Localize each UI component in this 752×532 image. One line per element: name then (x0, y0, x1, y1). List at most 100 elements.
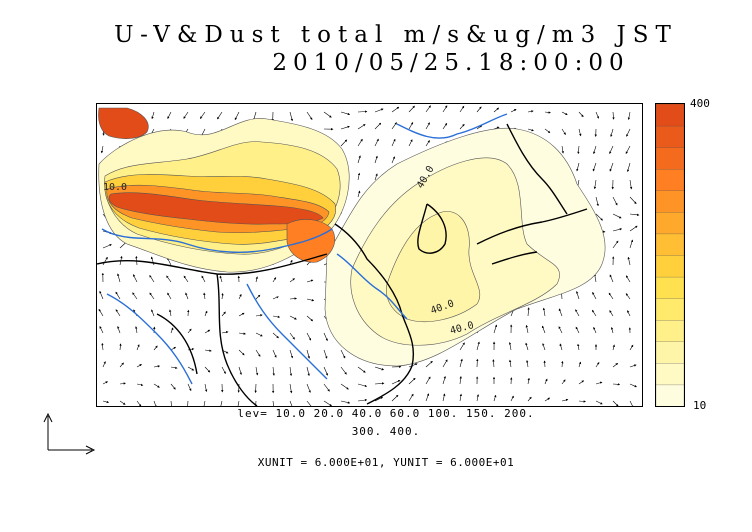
colorbar-swatch (655, 297, 685, 321)
colorbar-swatch (655, 146, 685, 170)
wind-vector-arrow (476, 106, 482, 113)
wind-vector-arrow (357, 190, 361, 198)
wind-vector-arrow (115, 291, 121, 300)
wind-vector-arrow (593, 179, 597, 190)
wind-vector-arrow (610, 326, 614, 334)
wind-vector-arrow (561, 145, 565, 154)
wind-vector-arrow (135, 326, 138, 334)
wind-vector-arrow (578, 111, 584, 118)
wind-vector-arrow (136, 364, 142, 368)
wind-vector-arrow (592, 309, 597, 317)
wind-vector-arrow (340, 400, 351, 404)
wind-vector-arrow (187, 366, 195, 371)
wind-vector-arrow (306, 279, 314, 283)
wind-vector-arrow (625, 293, 631, 300)
wind-vector-arrow (119, 400, 126, 405)
wind-vector-arrow (151, 309, 155, 317)
wind-vector-arrow (187, 400, 189, 406)
wind-vector-arrow (220, 400, 223, 406)
wind-vector-arrow (289, 366, 293, 377)
wind-vector-arrow (238, 293, 242, 300)
wind-vector-arrow (544, 128, 551, 134)
colorbar-swatch (655, 211, 685, 235)
colorbar-swatch (655, 254, 685, 278)
wind-vector-arrow (98, 308, 104, 317)
wind-vector-arrow (272, 400, 274, 406)
wind-vector-arrow (595, 196, 599, 207)
wind-vector-arrow (592, 291, 597, 300)
wind-vector-arrow (595, 111, 599, 119)
wind-vector-arrow (170, 346, 177, 351)
japan-islands (476, 123, 588, 265)
coastline-layer (97, 123, 588, 406)
wind-vector-arrow (459, 105, 465, 113)
wind-vector-arrow (609, 162, 614, 172)
wind-vector-arrow (136, 344, 140, 351)
wind-vector-arrow (306, 298, 315, 302)
wind-vector-arrow (238, 349, 245, 356)
wind-vector-arrow (149, 274, 155, 283)
plot-datetime: 2010/05/25.18:00:00 (272, 50, 630, 76)
wind-vector-arrow (391, 106, 400, 113)
wind-vector-arrow (255, 366, 259, 376)
wind-vector-arrow (629, 213, 640, 217)
wind-vector-arrow (149, 292, 155, 300)
wind-vector-arrow (612, 111, 615, 120)
wind-vector-arrow (608, 292, 614, 300)
wind-vector-arrow (153, 345, 158, 351)
wind-vector-arrow (272, 315, 281, 318)
wind-vector-arrow (204, 310, 208, 317)
wind-vector-arrow (255, 294, 261, 300)
wind-vector-arrow (170, 366, 178, 369)
wind-vector-arrow (629, 344, 634, 351)
wind-vector-arrow (408, 121, 414, 130)
wind-vector-arrow (374, 138, 379, 147)
wind-vector-arrow (459, 393, 463, 402)
wind-vector-arrow (629, 364, 637, 368)
wind-vector-arrow (525, 324, 529, 334)
wind-vector-arrow (221, 311, 226, 317)
colorbar (655, 103, 685, 407)
wind-vector-arrow (136, 383, 144, 387)
wind-vector-arrow (544, 397, 551, 402)
wind-vector-arrow (627, 256, 631, 266)
wind-vector-arrow (374, 366, 385, 371)
wind-vector-arrow (577, 145, 580, 155)
wind-vector-arrow (629, 225, 638, 232)
national-border (97, 253, 328, 406)
yangtze-river (336, 253, 408, 320)
wind-vector-arrow (255, 276, 258, 283)
contour-label: 10.0 (103, 182, 127, 193)
wind-vector-arrow (527, 377, 530, 385)
wind-vector-arrow (612, 228, 623, 232)
colorbar-swatch (655, 168, 685, 191)
wind-vector-arrow (170, 383, 176, 390)
wind-vector-arrow (169, 309, 172, 317)
wind-vector-arrow (306, 366, 310, 377)
wind-vector-arrow (289, 297, 297, 300)
wind-vector-arrow (544, 378, 548, 385)
wind-vector-arrow (340, 383, 349, 390)
wind-vector-arrow (541, 325, 546, 334)
wind-vector-arrow (391, 380, 401, 385)
wind-vector-arrow (203, 292, 206, 300)
wind-vector-arrow (629, 239, 634, 249)
wind-vector-arrow (323, 332, 328, 342)
wind-vector-arrow (272, 332, 279, 339)
wind-vector-arrow (625, 145, 631, 155)
plot-title: U-V&Dust total m/s&ug/m3 JST (114, 22, 678, 48)
wind-vector-arrow (595, 400, 603, 405)
wind-vector-arrow (527, 110, 534, 113)
wind-vector-arrow (374, 155, 378, 164)
wind-vector-arrow (391, 394, 399, 402)
wind-vector-arrow (221, 366, 226, 374)
wind-vector-arrow (289, 349, 294, 359)
wind-vector-arrow (102, 381, 109, 385)
wind-vector-arrow (476, 125, 483, 130)
wind-vector-arrow (204, 383, 208, 393)
vector-units: XUNIT = 6.000E+01, YUNIT = 6.000E+01 (257, 456, 515, 469)
wind-vector-arrow (115, 309, 121, 317)
wind-vector-arrow (408, 393, 414, 402)
wind-vector-arrow (493, 324, 498, 334)
wind-vector-arrow (575, 309, 580, 317)
